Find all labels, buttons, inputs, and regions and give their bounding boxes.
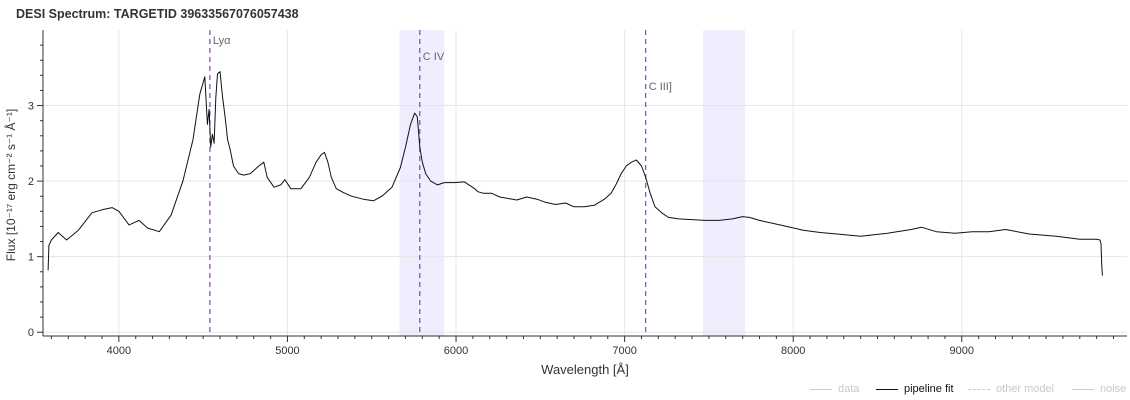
- x-tick-label: 8000: [781, 345, 805, 357]
- series: [47, 71, 1103, 276]
- y-tick-label: 2: [28, 176, 34, 188]
- x-tick-label: 5000: [275, 345, 299, 357]
- legend-swatch-data: [810, 388, 832, 390]
- chart-title: DESI Spectrum: TARGETID 3963356707605743…: [16, 7, 299, 21]
- x-tick-label: 7000: [612, 345, 636, 357]
- series-line-pipeline-fit: [47, 71, 1103, 276]
- legend-swatch-pipeline-fit: [876, 388, 898, 390]
- x-tick-label: 9000: [950, 345, 974, 357]
- legend-label: noise: [1100, 383, 1127, 395]
- x-tick-label: 6000: [444, 345, 468, 357]
- legend-label: data: [838, 383, 860, 395]
- axes: 4000 5000 6000 7000 8000 9000 0 1 2 3: [28, 30, 1127, 357]
- x-axis-label: Wavelength [Å]: [541, 362, 629, 377]
- legend: data pipeline fit other model noise: [0, 383, 1130, 399]
- legend-label: pipeline fit: [904, 383, 954, 395]
- shaded-bands: [399, 30, 746, 336]
- y-axis-label: Flux [10⁻¹⁷ erg cm⁻² s⁻¹ Å⁻¹]: [3, 109, 18, 261]
- emission-line-label: C III]: [649, 81, 672, 93]
- legend-item-other-model[interactable]: other model: [968, 383, 1054, 395]
- y-tick-label: 0: [28, 327, 34, 339]
- legend-swatch-other-model: [968, 388, 990, 390]
- emission-line-label: C IV: [423, 51, 445, 63]
- legend-swatch-noise: [1072, 388, 1094, 390]
- legend-item-data[interactable]: data: [810, 383, 859, 395]
- legend-item-pipeline-fit[interactable]: pipeline fit: [876, 383, 954, 395]
- shaded-band: [399, 30, 445, 336]
- y-tick-label: 3: [28, 101, 34, 113]
- shaded-band: [703, 30, 746, 336]
- emission-line-markers: Lyα C IV C III]: [209, 30, 672, 336]
- x-tick-label: 4000: [107, 345, 131, 357]
- emission-line-label: Lyα: [213, 35, 231, 47]
- legend-label: other model: [996, 383, 1055, 395]
- grid: [43, 30, 1127, 336]
- legend-item-noise[interactable]: noise: [1072, 383, 1126, 395]
- y-tick-label: 1: [28, 252, 34, 264]
